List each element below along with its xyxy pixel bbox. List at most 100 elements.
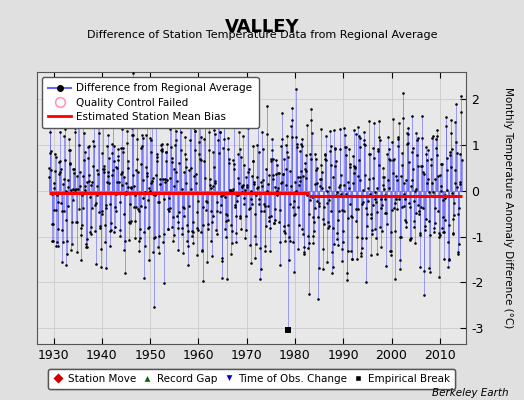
Point — [85, 194, 94, 200]
Point — [330, 127, 339, 133]
Point — [108, 172, 116, 178]
Point — [169, 232, 178, 238]
Point — [210, 127, 218, 133]
Point — [76, 183, 84, 190]
Point — [112, 191, 121, 198]
Point — [278, 110, 286, 116]
Point — [377, 195, 386, 202]
Point — [302, 168, 310, 174]
Point — [178, 231, 186, 237]
Point — [198, 247, 206, 253]
Point — [340, 182, 348, 188]
Point — [337, 207, 346, 214]
Point — [129, 70, 137, 76]
Point — [413, 137, 421, 143]
Point — [111, 204, 119, 210]
Point — [259, 190, 268, 196]
Point — [352, 206, 361, 212]
Point — [430, 225, 438, 231]
Point — [45, 165, 53, 171]
Point — [133, 136, 141, 142]
Point — [182, 180, 191, 186]
Point — [53, 239, 61, 245]
Point — [121, 269, 129, 276]
Point — [253, 185, 261, 191]
Point — [434, 234, 443, 240]
Point — [155, 233, 163, 240]
Point — [397, 204, 406, 210]
Point — [315, 176, 324, 182]
Point — [399, 90, 407, 96]
Point — [415, 207, 423, 214]
Point — [394, 143, 402, 149]
Point — [352, 218, 360, 224]
Point — [187, 186, 195, 192]
Point — [327, 142, 335, 149]
Point — [191, 127, 200, 134]
Point — [185, 136, 194, 143]
Point — [78, 222, 86, 228]
Point — [403, 130, 411, 137]
Point — [378, 201, 386, 208]
Point — [408, 149, 416, 156]
Point — [158, 146, 166, 152]
Point — [374, 148, 383, 154]
Point — [162, 141, 171, 148]
Point — [159, 280, 168, 286]
Point — [309, 240, 318, 246]
Point — [176, 118, 184, 125]
Point — [205, 108, 214, 114]
Point — [156, 176, 165, 182]
Point — [341, 144, 350, 150]
Point — [442, 155, 451, 161]
Point — [71, 129, 79, 136]
Point — [121, 238, 129, 244]
Point — [216, 193, 225, 200]
Point — [453, 184, 461, 190]
Point — [341, 144, 350, 150]
Point — [154, 244, 162, 250]
Point — [159, 176, 167, 183]
Point — [428, 135, 436, 141]
Point — [318, 169, 326, 176]
Point — [152, 154, 161, 161]
Point — [85, 178, 93, 184]
Point — [274, 188, 282, 195]
Point — [301, 174, 310, 181]
Point — [129, 182, 138, 189]
Point — [324, 223, 333, 229]
Point — [249, 181, 258, 188]
Point — [320, 204, 328, 210]
Point — [359, 199, 367, 206]
Point — [381, 210, 389, 216]
Point — [64, 177, 72, 184]
Point — [234, 150, 242, 157]
Point — [259, 145, 267, 152]
Point — [281, 230, 289, 236]
Point — [150, 304, 158, 310]
Point — [195, 138, 203, 145]
Point — [89, 190, 97, 196]
Point — [428, 180, 436, 186]
Point — [264, 202, 272, 209]
Point — [369, 155, 378, 161]
Point — [385, 156, 393, 162]
Point — [406, 204, 414, 211]
Point — [211, 180, 219, 187]
Point — [405, 200, 413, 206]
Point — [211, 131, 219, 137]
Point — [432, 126, 441, 133]
Point — [102, 265, 110, 272]
Point — [137, 145, 145, 152]
Point — [199, 278, 207, 284]
Point — [283, 154, 292, 160]
Point — [100, 162, 108, 169]
Point — [437, 160, 445, 167]
Point — [424, 218, 433, 224]
Point — [179, 250, 187, 256]
Point — [220, 108, 228, 114]
Point — [111, 224, 119, 230]
Point — [117, 145, 125, 151]
Point — [349, 180, 357, 186]
Point — [324, 219, 332, 225]
